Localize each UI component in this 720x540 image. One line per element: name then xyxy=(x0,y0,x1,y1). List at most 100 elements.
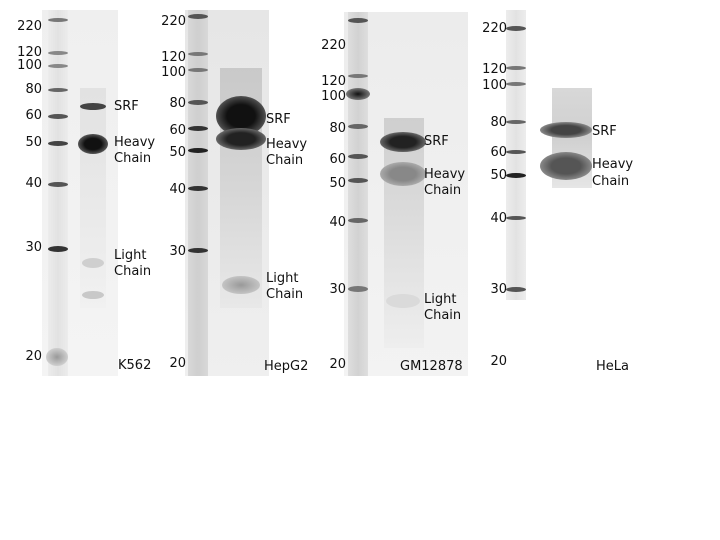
ladder-band xyxy=(348,218,368,223)
cell-line-label: K562 xyxy=(118,358,152,373)
light-chain-label-line1: Light xyxy=(114,248,147,263)
mw-marker-40: 40 xyxy=(169,182,186,197)
mw-marker-120: 120 xyxy=(161,50,186,65)
ladder-band xyxy=(506,150,526,154)
srf-label: SRF xyxy=(424,134,449,149)
mw-marker-20: 20 xyxy=(490,354,507,369)
heavy-chain-band xyxy=(540,152,592,180)
mw-marker-60: 60 xyxy=(169,123,186,138)
mw-marker-220: 220 xyxy=(17,19,42,34)
heavy-chain-label-line1: Heavy xyxy=(114,135,156,150)
ladder-band xyxy=(506,26,526,31)
ladder-band xyxy=(348,74,368,78)
ladder-band xyxy=(48,88,68,92)
mw-marker-20: 20 xyxy=(169,356,186,371)
ladder-band xyxy=(188,14,208,19)
ladder-lane-gm12878 xyxy=(348,12,368,376)
ladder-band xyxy=(506,82,526,86)
light-chain-band xyxy=(386,294,420,308)
mw-marker-50: 50 xyxy=(329,176,346,191)
light-chain-label-line2: Chain xyxy=(424,308,462,323)
light-chain-label-line1: Light xyxy=(424,292,457,307)
heavy-chain-label-line2: Chain xyxy=(266,153,304,168)
mw-marker-100: 100 xyxy=(161,65,186,80)
heavy-chain-band xyxy=(216,128,266,150)
mw-marker-30: 30 xyxy=(329,282,346,297)
ladder-band xyxy=(188,148,208,153)
ladder-band xyxy=(188,248,208,253)
ladder-band xyxy=(506,66,526,70)
ladder-band xyxy=(48,182,68,187)
mw-marker-60: 60 xyxy=(25,108,42,123)
ladder-band xyxy=(506,287,526,292)
mw-marker-50: 50 xyxy=(490,168,507,183)
ladder-band xyxy=(506,173,526,178)
ladder-band xyxy=(348,178,368,183)
ladder-band xyxy=(188,100,208,105)
heavy-chain-label-line2: Chain xyxy=(592,174,630,189)
mw-marker-40: 40 xyxy=(329,215,346,230)
ladder-band xyxy=(46,348,68,366)
mw-marker-100: 100 xyxy=(17,58,42,73)
srf-label: SRF xyxy=(114,99,139,114)
blot-panel-gm12878: 220 120 100 80 60 50 40 30 20 SRF Heavy … xyxy=(312,8,472,378)
ladder-band xyxy=(348,18,368,23)
ladder-band xyxy=(188,186,208,191)
sample-lane-k562 xyxy=(80,88,106,308)
srf-band xyxy=(80,103,106,110)
cell-line-label: GM12878 xyxy=(400,359,463,374)
heavy-chain-label-line2: Chain xyxy=(114,151,152,166)
ladder-lane-hepg2 xyxy=(188,10,208,376)
blot-panel-hepg2: 220 120 100 80 60 50 40 30 20 SRF Heavy … xyxy=(160,8,310,378)
mw-marker-60: 60 xyxy=(490,145,507,160)
mw-marker-30: 30 xyxy=(169,244,186,259)
mw-marker-20: 20 xyxy=(329,357,346,372)
srf-band xyxy=(380,132,426,152)
mw-marker-220: 220 xyxy=(161,14,186,29)
mw-marker-220: 220 xyxy=(482,21,507,36)
mw-marker-80: 80 xyxy=(169,96,186,111)
mw-marker-30: 30 xyxy=(490,282,507,297)
ladder-band xyxy=(346,88,370,100)
ladder-band xyxy=(506,216,526,220)
ladder-lane-k562 xyxy=(48,10,68,376)
light-chain-label-line2: Chain xyxy=(114,264,152,279)
heavy-chain-label-line1: Heavy xyxy=(266,137,308,152)
ladder-band xyxy=(48,64,68,68)
mw-marker-120: 120 xyxy=(321,74,346,89)
mw-marker-120: 120 xyxy=(17,45,42,60)
mw-marker-50: 50 xyxy=(169,145,186,160)
ladder-band xyxy=(188,68,208,72)
srf-band xyxy=(540,122,592,138)
mw-marker-80: 80 xyxy=(329,121,346,136)
heavy-chain-label-line1: Heavy xyxy=(424,167,466,182)
srf-label: SRF xyxy=(266,112,291,127)
light-chain-band xyxy=(222,276,260,294)
sample-lane-gm12878 xyxy=(384,118,424,348)
ladder-band xyxy=(348,154,368,159)
ladder-band xyxy=(48,18,68,22)
mw-marker-80: 80 xyxy=(490,115,507,130)
ladder-band xyxy=(348,124,368,129)
mw-marker-50: 50 xyxy=(25,135,42,150)
mw-marker-20: 20 xyxy=(25,349,42,364)
ladder-band xyxy=(48,51,68,55)
ladder-band xyxy=(48,141,68,146)
mw-marker-40: 40 xyxy=(490,211,507,226)
ladder-band xyxy=(48,114,68,119)
mw-marker-30: 30 xyxy=(25,240,42,255)
ladder-lane-hela xyxy=(506,10,526,300)
mw-marker-60: 60 xyxy=(329,152,346,167)
mw-marker-80: 80 xyxy=(25,82,42,97)
blot-panel-k562: 220 120 100 80 60 50 40 30 20 SRF Heavy … xyxy=(0,8,160,378)
light-chain-label-line1: Light xyxy=(266,271,299,286)
mw-marker-100: 100 xyxy=(482,78,507,93)
blot-panel-hela: 220 120 100 80 60 50 40 30 20 SRF Heavy … xyxy=(474,8,674,378)
ladder-band xyxy=(188,126,208,131)
mw-marker-120: 120 xyxy=(482,62,507,77)
mw-marker-100: 100 xyxy=(321,89,346,104)
light-chain-label-line2: Chain xyxy=(266,287,304,302)
cell-line-label: HeLa xyxy=(596,359,629,374)
cell-line-label: HepG2 xyxy=(264,359,309,374)
mw-marker-220: 220 xyxy=(321,38,346,53)
